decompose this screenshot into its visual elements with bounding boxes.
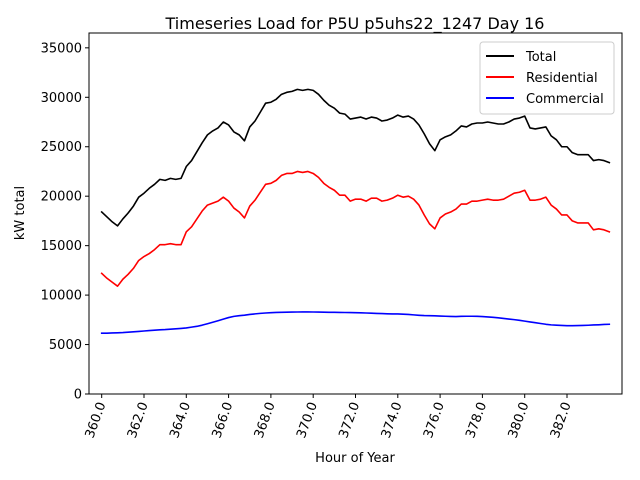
series-line-residential — [100, 170, 611, 287]
legend-label-commercial: Commercial — [526, 92, 604, 107]
y-tick-label: 0 — [74, 388, 82, 403]
y-tick-label: 35000 — [41, 41, 82, 56]
chart-title: Timeseries Load for P5U p5uhs22_1247 Day… — [165, 14, 545, 34]
legend-label-total: Total — [525, 50, 556, 65]
series-layer — [100, 88, 611, 334]
legend: Total Residential Commercial — [479, 41, 615, 115]
y-axis: 0 5000 10000 15000 20000 25000 30000 35000 — [41, 41, 89, 403]
series-line-commercial — [100, 311, 611, 334]
y-tick-label: 10000 — [41, 289, 82, 304]
y-axis-title: kW total — [13, 186, 28, 240]
legend-label-residential: Residential — [526, 71, 598, 86]
y-tick-label: 30000 — [41, 91, 82, 106]
series-line-total — [100, 88, 611, 227]
y-tick-label: 5000 — [49, 338, 82, 353]
y-tick-label: 25000 — [41, 140, 82, 155]
x-axis-title: Hour of Year — [315, 451, 395, 466]
y-tick-label: 15000 — [41, 239, 82, 254]
legend-box — [479, 41, 615, 115]
y-tick-label: 20000 — [41, 190, 82, 205]
